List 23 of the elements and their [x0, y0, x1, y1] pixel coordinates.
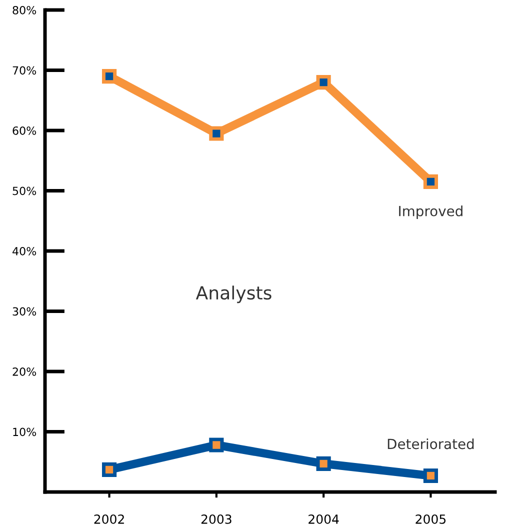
point — [209, 438, 224, 452]
series-label: Deteriorated — [388, 438, 474, 450]
y-tick-label: 10% — [13, 428, 36, 436]
x-tick-label: 2003 — [201, 514, 232, 524]
x-tick-label: 2004 — [308, 514, 339, 524]
y-tick-label: 70% — [12, 66, 36, 75]
y-tick-label: 60% — [12, 126, 36, 135]
y-tick-label: 50% — [12, 186, 36, 196]
point — [316, 456, 331, 471]
point — [423, 468, 438, 484]
y-tick-label: 80% — [12, 6, 36, 14]
y-tick-label: 20% — [12, 367, 36, 376]
point — [102, 68, 117, 84]
y-tick-label: 40% — [12, 246, 36, 256]
x-tick-label: 2002 — [94, 514, 124, 524]
y-tick-label: 30% — [12, 307, 36, 316]
point — [102, 462, 117, 477]
x-tick-label: 2005 — [416, 514, 446, 524]
point — [316, 75, 331, 90]
annotation: Analysts — [196, 286, 272, 304]
series-label: Improved — [399, 206, 462, 219]
point — [209, 126, 224, 141]
point — [423, 174, 438, 190]
